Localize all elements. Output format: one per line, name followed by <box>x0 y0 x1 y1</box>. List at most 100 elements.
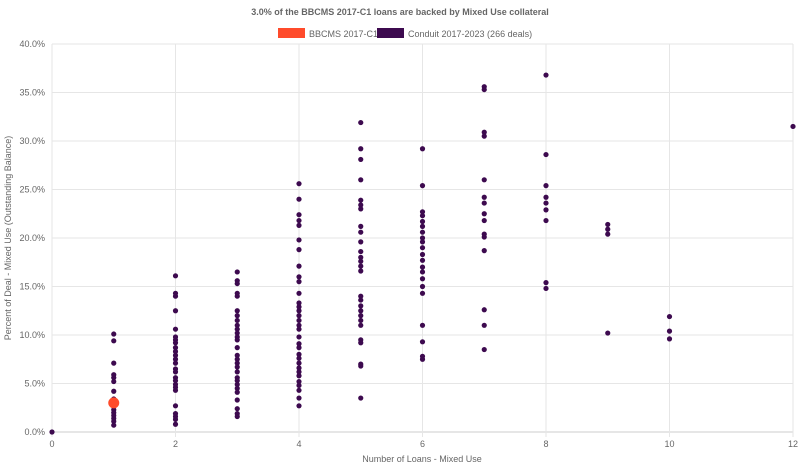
x-axis-ticks: 0 2 4 6 8 10 12 <box>49 439 798 449</box>
point-conduit <box>358 239 364 245</box>
point-conduit <box>543 217 549 224</box>
point-conduit <box>234 345 240 351</box>
point-conduit <box>172 345 179 351</box>
point-conduit <box>111 331 117 337</box>
point-conduit <box>358 223 364 229</box>
point-conduit <box>605 231 611 237</box>
point-conduit <box>296 290 302 296</box>
point-conduit <box>234 360 240 366</box>
point-conduit <box>296 387 302 393</box>
point-conduit <box>296 313 302 319</box>
legend: BBCMS 2017-C1 Conduit 2017-2023 (266 dea… <box>278 28 532 39</box>
point-conduit <box>172 369 179 375</box>
y-tick-label: 0.0% <box>24 427 45 437</box>
point-conduit <box>172 421 179 427</box>
point-conduit <box>605 221 611 228</box>
point-conduit <box>358 146 364 152</box>
point-conduit <box>111 360 117 366</box>
point-conduit <box>296 274 302 280</box>
x-tick-label: 8 <box>543 439 548 449</box>
point-conduit <box>234 377 240 384</box>
point-conduit <box>296 279 302 285</box>
point-conduit <box>358 263 364 269</box>
point-conduit <box>358 202 364 208</box>
point-conduit <box>234 397 240 403</box>
point-conduit <box>419 251 426 258</box>
point-conduit <box>234 364 240 370</box>
point-conduit <box>419 264 426 270</box>
point-conduit <box>419 257 426 263</box>
point-conduit <box>296 247 302 253</box>
point-conduit <box>358 268 364 274</box>
point-conduit <box>296 181 302 187</box>
point-conduit <box>358 254 364 260</box>
point-conduit <box>481 200 487 206</box>
point-conduit <box>296 300 302 306</box>
y-tick-label: 10.0% <box>19 330 45 340</box>
point-conduit <box>296 196 302 202</box>
point-conduit <box>481 322 487 328</box>
point-conduit <box>172 340 179 346</box>
point-conduit <box>543 72 549 78</box>
point-conduit <box>358 297 364 303</box>
point-conduit <box>358 340 364 346</box>
y-tick-label: 35.0% <box>19 88 45 98</box>
point-conduit <box>358 293 364 299</box>
point-conduit <box>172 416 179 422</box>
data-points <box>49 72 796 435</box>
point-conduit <box>481 234 487 240</box>
point-conduit <box>296 212 302 218</box>
point-conduit <box>296 326 302 332</box>
point-conduit <box>419 245 426 251</box>
point-conduit <box>419 229 426 235</box>
point-conduit <box>111 375 117 381</box>
y-tick-label: 40.0% <box>19 39 45 49</box>
point-conduit <box>296 304 302 310</box>
point-conduit <box>234 269 240 275</box>
point-conduit <box>419 183 426 189</box>
point-conduit <box>172 308 179 314</box>
point-conduit <box>234 406 240 412</box>
point-conduit <box>296 403 302 409</box>
point-conduit <box>543 194 549 200</box>
point-conduit <box>111 378 117 385</box>
point-conduit <box>543 200 549 206</box>
point-conduit <box>172 403 179 409</box>
x-tick-label: 10 <box>664 439 674 449</box>
point-conduit <box>111 418 117 424</box>
point-conduit <box>481 307 487 313</box>
point-conduit <box>296 365 302 371</box>
point-conduit <box>172 352 179 358</box>
point-conduit <box>358 363 364 369</box>
point-conduit <box>234 280 240 287</box>
point-conduit <box>419 276 426 282</box>
point-conduit <box>172 293 179 299</box>
y-tick-label: 5.0% <box>24 379 45 389</box>
point-conduit <box>234 317 240 324</box>
point-conduit <box>296 237 302 243</box>
point-conduit <box>358 313 364 319</box>
point-conduit <box>419 213 426 219</box>
point-conduit <box>172 360 179 366</box>
point-conduit <box>296 308 302 314</box>
point-conduit <box>419 322 426 328</box>
point-conduit <box>543 183 549 189</box>
point-conduit <box>358 229 364 235</box>
point-conduit <box>234 326 240 332</box>
point-conduit <box>666 313 673 320</box>
point-conduit <box>358 248 364 255</box>
point-conduit <box>234 369 240 375</box>
point-conduit <box>296 355 302 361</box>
point-conduit <box>481 133 487 139</box>
point-conduit <box>481 211 487 217</box>
point-conduit <box>419 235 426 241</box>
point-conduit <box>234 385 240 391</box>
point-conduit <box>419 356 426 362</box>
point-conduit <box>481 217 487 224</box>
point-conduit <box>49 429 55 435</box>
legend-swatch-conduit <box>377 28 404 38</box>
point-bbcms <box>108 397 120 409</box>
point-conduit <box>296 341 302 347</box>
point-conduit <box>358 206 364 212</box>
point-conduit <box>234 322 240 328</box>
